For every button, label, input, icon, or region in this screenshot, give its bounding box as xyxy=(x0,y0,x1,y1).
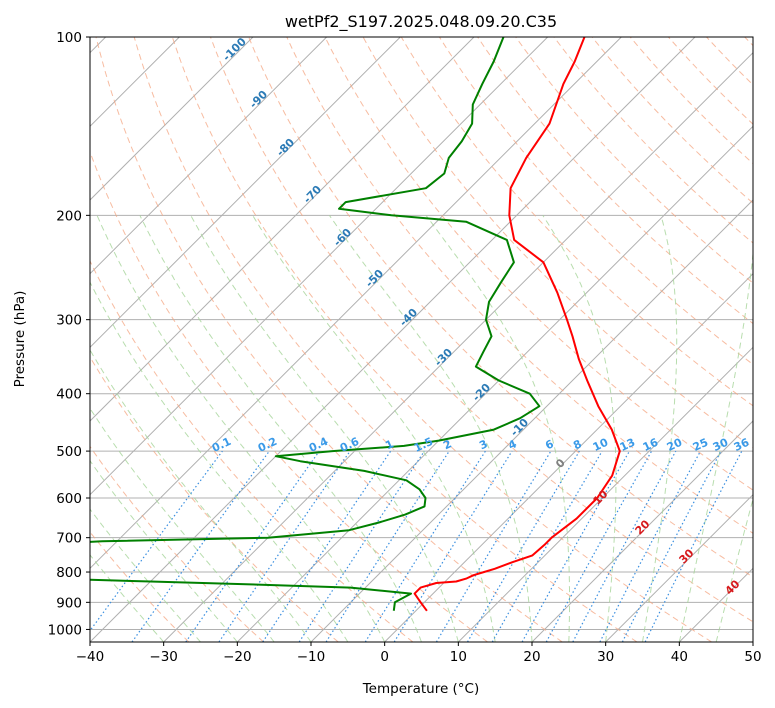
mixing-ratio-line xyxy=(545,450,653,642)
y-tick-label: 100 xyxy=(56,30,82,46)
dry-adiabat xyxy=(133,37,638,642)
isotherm-line xyxy=(531,420,753,642)
moist-adiabat xyxy=(542,215,617,642)
y-tick-label: 700 xyxy=(56,531,82,547)
x-tick-label: 50 xyxy=(744,649,761,665)
isotherm-line xyxy=(384,272,753,642)
y-tick-label: 1000 xyxy=(48,622,82,638)
moist-adiabat xyxy=(328,215,533,642)
y-axis-label: Pressure (hPa) xyxy=(12,291,28,388)
x-tick-label: 30 xyxy=(597,649,614,665)
mixing-ratio-line xyxy=(393,450,513,642)
isotherm-line xyxy=(752,641,753,642)
dry-adiabat xyxy=(248,37,753,578)
y-tick-label: 800 xyxy=(56,565,82,581)
moist-adiabat xyxy=(190,215,459,642)
y-tick-label: 200 xyxy=(56,208,82,224)
x-tick-label: 10 xyxy=(450,649,467,665)
mixing-ratio-label: 25 xyxy=(691,436,710,454)
isotherm-line xyxy=(90,37,401,349)
dewpoint-profile-line xyxy=(90,37,541,611)
moist-adiabat xyxy=(90,459,238,642)
mixing-ratio-line xyxy=(218,450,351,642)
isotherm-line xyxy=(90,37,328,275)
isotherm-line xyxy=(90,37,475,422)
moist-adiabat xyxy=(139,215,422,642)
chart-title: wetPf2_S197.2025.048.09.20.C35 xyxy=(285,12,557,32)
mixing-ratio-label: 16 xyxy=(641,436,661,454)
mixing-ratio-label: 13 xyxy=(618,436,637,454)
mixing-ratio-line xyxy=(131,450,270,642)
mixing-ratio-label: 10 xyxy=(591,436,611,454)
mixing-ratio-line xyxy=(90,450,223,632)
x-tick-label: 40 xyxy=(671,649,688,665)
mixing-ratio-line xyxy=(325,450,450,642)
series-group xyxy=(90,37,621,612)
y-tick-label: 300 xyxy=(56,313,82,329)
x-tick-label: 0 xyxy=(380,649,389,665)
dry-adiabat xyxy=(515,37,753,284)
dry-adiabat xyxy=(95,37,563,642)
y-tick-label: 400 xyxy=(56,387,82,403)
isotherm-line xyxy=(236,125,753,642)
background-lines xyxy=(90,37,753,642)
isotherm-line xyxy=(90,37,549,496)
isotherm-line xyxy=(90,37,696,642)
mixing-ratio-line xyxy=(572,450,677,642)
moist-adiabat xyxy=(425,215,570,642)
dry-adiabat xyxy=(90,259,414,642)
isotherm-line xyxy=(163,51,753,642)
mixing-ratio-line xyxy=(298,450,425,642)
moist-adiabat xyxy=(252,215,496,642)
mixing-ratio-line xyxy=(521,450,631,642)
moist-adiabat xyxy=(96,215,386,642)
isotherm-line xyxy=(605,493,753,642)
x-tick-label: −10 xyxy=(297,649,326,665)
moist-adiabat xyxy=(90,407,275,642)
x-tick-label: 20 xyxy=(523,649,540,665)
moist-adiabat xyxy=(642,215,678,642)
dry-adiabat xyxy=(210,37,753,623)
dry-adiabat xyxy=(286,37,753,534)
x-axis-label: Temperature (°C) xyxy=(362,681,480,697)
dry-adiabat xyxy=(171,37,712,642)
x-tick-label: −30 xyxy=(149,649,178,665)
temperature-profile-line xyxy=(413,37,621,612)
isotherm-line xyxy=(457,346,753,642)
dry-adiabat xyxy=(324,37,753,491)
x-tick-label: −40 xyxy=(76,649,105,665)
y-axis: 100 200 300 400 500 600 700 800 900 1000 xyxy=(48,30,90,638)
y-tick-label: 900 xyxy=(56,595,82,611)
mixing-ratio-label: 36 xyxy=(732,436,752,454)
plot-frame xyxy=(89,36,754,643)
isotherm-line xyxy=(90,37,254,201)
dry-adiabat xyxy=(90,356,339,642)
mixing-ratio-line xyxy=(185,450,320,642)
y-tick-label: 600 xyxy=(56,491,82,507)
moist-adiabat xyxy=(678,249,753,642)
dry-adiabat xyxy=(90,445,264,642)
x-tick-label: −20 xyxy=(223,649,252,665)
mixing-ratio-label: 30 xyxy=(711,436,731,454)
y-tick-label: 500 xyxy=(56,444,82,460)
moist-adiabat xyxy=(90,349,312,642)
mixing-ratio-line xyxy=(644,450,743,642)
plot-area xyxy=(90,37,753,642)
x-axis: −40 −30 −20 −10 0 10 20 30 40 50 xyxy=(76,642,762,665)
mixing-ratio-label: 20 xyxy=(665,436,685,454)
mixing-ratio-line xyxy=(262,450,392,642)
